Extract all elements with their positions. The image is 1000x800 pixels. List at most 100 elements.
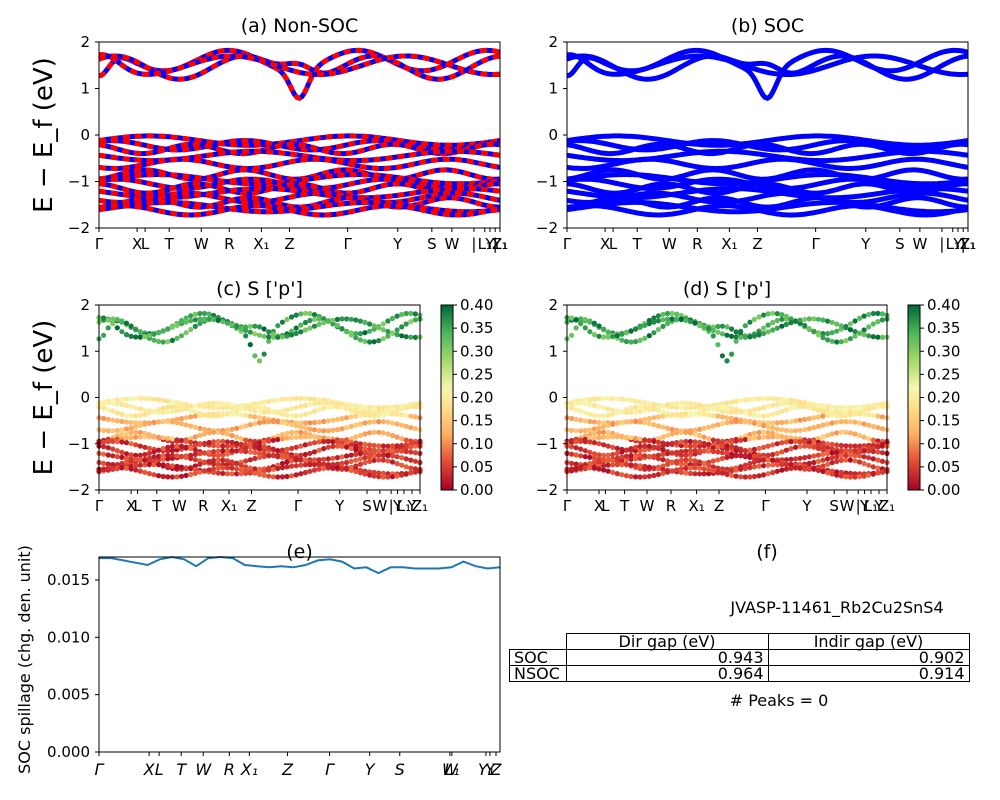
band-point — [834, 411, 840, 417]
band-point — [747, 319, 753, 325]
band-point — [339, 416, 345, 422]
band-point — [687, 452, 694, 458]
x-tick-label: Y — [860, 235, 871, 253]
band-point — [605, 457, 611, 463]
y-tick-label: 2 — [548, 33, 558, 51]
band-point — [357, 337, 363, 343]
band-point — [298, 434, 304, 440]
band-point — [114, 439, 120, 445]
band-point — [412, 469, 418, 475]
band-line-nsoc — [98, 176, 501, 192]
band-point — [628, 473, 634, 480]
band-point — [651, 444, 657, 450]
band-point — [756, 396, 762, 402]
band-point — [738, 398, 744, 404]
band-point — [605, 406, 611, 412]
band-point — [151, 434, 157, 440]
band-point — [587, 329, 593, 335]
band-point — [605, 468, 611, 474]
band-point — [820, 457, 826, 463]
band-point — [724, 443, 730, 449]
band-point — [623, 338, 630, 345]
band-point — [266, 467, 272, 473]
band-point — [137, 457, 143, 463]
band-point — [344, 415, 350, 421]
band-point — [133, 413, 139, 419]
band-point — [756, 332, 762, 338]
band-point — [843, 452, 849, 459]
band-point — [357, 403, 363, 409]
band-point — [275, 323, 281, 329]
band-point — [669, 401, 675, 407]
band-point — [261, 405, 267, 411]
band-point — [293, 330, 299, 337]
band-point — [591, 440, 598, 446]
band-point — [325, 465, 331, 471]
band-point — [870, 310, 876, 317]
band-point — [866, 422, 872, 428]
colorbar-tick-label: 0.25 — [927, 365, 960, 383]
band-point — [861, 332, 867, 338]
band-point — [123, 332, 130, 338]
band-point — [733, 406, 739, 413]
band-point — [330, 465, 336, 471]
band-point — [307, 396, 313, 402]
band-point — [321, 405, 327, 411]
table-cell: 0.964 — [565, 665, 769, 682]
band-point — [829, 338, 835, 344]
band-point — [642, 400, 648, 406]
band-point — [243, 448, 249, 455]
x-tick-label: Γ — [325, 760, 335, 779]
band-point — [633, 404, 639, 410]
band-point — [247, 329, 253, 335]
band-point — [756, 473, 762, 479]
band-point — [774, 410, 780, 416]
band-point — [183, 472, 189, 479]
band-point — [820, 422, 826, 428]
band-point — [114, 410, 120, 416]
colorbar-tick-label: 0.30 — [460, 342, 493, 360]
band-point — [101, 451, 107, 457]
band-point — [151, 472, 157, 478]
band-point — [110, 321, 116, 327]
band-point — [578, 438, 584, 444]
band-point — [619, 331, 625, 337]
band-point — [578, 453, 584, 459]
band-point — [229, 432, 235, 439]
band-point — [261, 444, 267, 450]
band-point — [275, 474, 281, 480]
band-point — [829, 404, 835, 410]
panel-title: (a) Non-SOC — [241, 15, 359, 37]
band-point — [110, 438, 116, 444]
band-point — [701, 471, 707, 477]
band-point — [829, 450, 835, 456]
band-point — [733, 334, 739, 340]
band-point — [870, 412, 876, 418]
band-point — [211, 449, 217, 455]
band-point — [605, 429, 611, 436]
band-point — [206, 458, 212, 464]
band-point — [660, 409, 666, 415]
band-point — [719, 443, 726, 449]
band-point — [206, 404, 212, 410]
band-point — [261, 351, 267, 357]
band-point — [169, 324, 175, 330]
band-point — [573, 452, 579, 458]
band-point — [389, 453, 396, 459]
band-point — [797, 439, 803, 445]
band-point — [802, 443, 808, 449]
band-point — [770, 319, 776, 326]
band-point — [399, 455, 405, 461]
band-point — [633, 456, 639, 462]
band-point — [160, 453, 166, 459]
band-point — [380, 430, 386, 436]
band-point — [293, 444, 299, 450]
band-point — [284, 435, 290, 441]
band-point — [665, 461, 671, 467]
band-point — [325, 400, 331, 406]
band-point — [316, 407, 322, 413]
band-point — [788, 320, 794, 326]
band-point — [298, 403, 304, 409]
band-point — [330, 404, 336, 410]
